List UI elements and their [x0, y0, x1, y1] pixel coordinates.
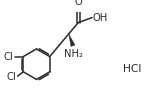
Polygon shape — [69, 34, 75, 46]
Text: NH₂: NH₂ — [64, 49, 83, 59]
Text: HCl: HCl — [123, 64, 141, 74]
Text: Cl: Cl — [6, 72, 16, 82]
Text: OH: OH — [93, 13, 108, 23]
Text: Cl: Cl — [4, 52, 13, 62]
Text: O: O — [74, 0, 82, 7]
